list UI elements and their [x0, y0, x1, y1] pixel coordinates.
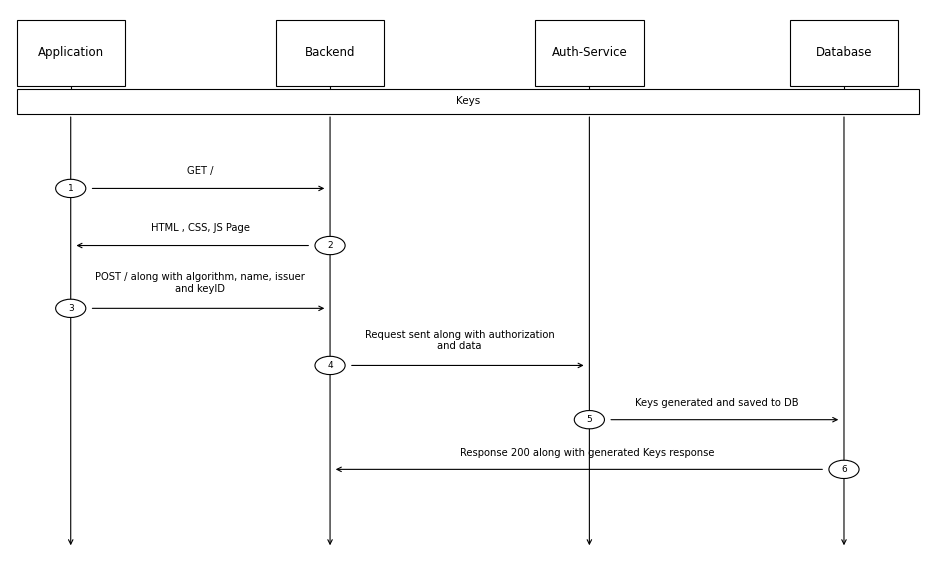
FancyBboxPatch shape [790, 20, 899, 86]
Circle shape [574, 411, 604, 429]
Circle shape [56, 299, 86, 317]
Circle shape [315, 236, 345, 255]
Text: Response 200 along with generated Keys response: Response 200 along with generated Keys r… [460, 448, 714, 458]
FancyBboxPatch shape [276, 20, 385, 86]
Text: Backend: Backend [305, 46, 356, 59]
FancyBboxPatch shape [536, 20, 643, 86]
Text: 3: 3 [68, 304, 74, 313]
Text: Request sent along with authorization
and data: Request sent along with authorization an… [365, 329, 554, 351]
Text: 1: 1 [68, 184, 74, 193]
Text: Keys generated and saved to DB: Keys generated and saved to DB [635, 398, 799, 408]
Text: Database: Database [816, 46, 872, 59]
Circle shape [56, 179, 86, 198]
Circle shape [829, 460, 859, 478]
Circle shape [315, 356, 345, 375]
FancyBboxPatch shape [16, 20, 124, 86]
Text: HTML , CSS, JS Page: HTML , CSS, JS Page [151, 223, 250, 233]
Text: POST / along with algorithm, name, issuer
and keyID: POST / along with algorithm, name, issue… [95, 272, 306, 294]
Text: 4: 4 [327, 361, 333, 370]
Text: 2: 2 [327, 241, 333, 250]
Text: GET /: GET / [187, 166, 214, 176]
Text: Auth-Service: Auth-Service [552, 46, 627, 59]
Text: 6: 6 [841, 465, 847, 474]
FancyBboxPatch shape [17, 89, 919, 114]
Text: Keys: Keys [456, 96, 480, 106]
Text: Application: Application [38, 46, 104, 59]
Text: 5: 5 [587, 415, 592, 424]
